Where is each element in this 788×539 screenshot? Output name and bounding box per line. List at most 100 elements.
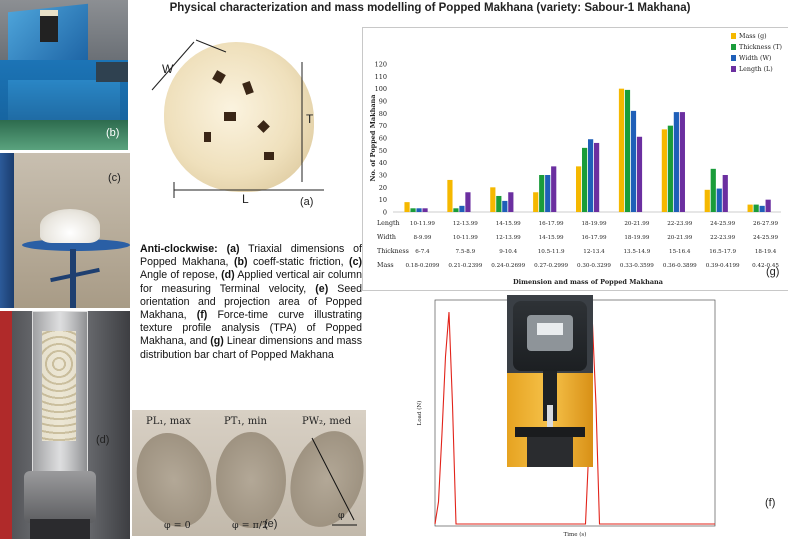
bar-length xyxy=(551,166,557,212)
y-tick-label: 10 xyxy=(379,196,387,204)
y-tick-label: 0 xyxy=(383,209,387,217)
category-label: 14-15.99 xyxy=(539,235,564,241)
bar-mass xyxy=(704,189,710,212)
category-label: 22-23.99 xyxy=(667,221,692,227)
category-label: 16-17.99 xyxy=(581,235,606,241)
category-label: 10.5-11.9 xyxy=(538,249,565,255)
bar-length xyxy=(465,192,471,212)
y-tick-label: 120 xyxy=(375,61,387,69)
category-label: 18-19.99 xyxy=(624,235,649,241)
category-label: 7.5-8.9 xyxy=(455,249,475,255)
figure-title: Physical characterization and mass model… xyxy=(169,2,691,14)
y-tick-label: 40 xyxy=(379,159,387,167)
category-label: 9-10.4 xyxy=(499,249,517,255)
category-label: 0.30-0.3299 xyxy=(577,263,611,269)
bar-mass xyxy=(576,166,582,212)
category-label: 20-21.99 xyxy=(624,221,649,227)
category-label: 24-25.99 xyxy=(753,235,778,241)
bar-chart: 0 10 20 30 40 50 60 70 80 90 100 110 120 No. of Poppe… xyxy=(369,33,782,286)
bar-width xyxy=(588,139,594,212)
row-label: Width xyxy=(377,234,396,241)
category-label: 26-27.99 xyxy=(753,221,778,227)
category-label: 0.24-0.2699 xyxy=(491,263,525,269)
caption-part: (b) coeff-static friction, xyxy=(233,256,350,269)
y-tick-label: 80 xyxy=(379,110,387,118)
bar-width xyxy=(459,205,465,212)
legend-swatch-thickness xyxy=(731,44,736,50)
row-label: Mass xyxy=(377,262,394,269)
caption-part: (c) Angle of repose, xyxy=(140,256,362,282)
bar-mass xyxy=(661,129,667,212)
phi-half-label: φ = π/2 xyxy=(232,520,269,531)
photo-panel-c xyxy=(0,153,130,308)
y-tick-label: 60 xyxy=(379,135,387,143)
phi-label: φ xyxy=(338,510,345,521)
force-time-series-line xyxy=(434,312,715,525)
legend-entry: Mass (g) xyxy=(739,33,767,40)
y-tick-label: 100 xyxy=(375,85,387,93)
bar-thickness xyxy=(582,147,588,212)
dimension-l-label: L xyxy=(242,192,249,206)
category-label: 0.36-0.3899 xyxy=(663,263,697,269)
projection-pt-label: PT₁, min xyxy=(224,416,267,427)
caption-part: (g) Linear dimensions and mass distribut… xyxy=(140,335,362,361)
category-label: 12-13.99 xyxy=(496,235,521,241)
y-axis-label: Load (N) xyxy=(416,401,423,426)
legend-entry: Length (L) xyxy=(739,66,773,73)
category-label: 0.27-0.2999 xyxy=(534,263,568,269)
panel-label-f: (f) xyxy=(765,497,776,509)
projection-pl-label: PL₁, max xyxy=(146,416,191,427)
bar-thickness xyxy=(496,195,502,212)
bar-length xyxy=(679,112,685,212)
bar-mass xyxy=(747,204,753,212)
category-label: 13.5-14.9 xyxy=(623,249,650,255)
bar-mass xyxy=(490,187,496,212)
bar-mass xyxy=(447,179,453,212)
legend-swatch-length xyxy=(731,66,736,72)
bar-length xyxy=(594,142,600,212)
bar-thickness xyxy=(624,89,631,212)
bar-width xyxy=(416,208,422,212)
bar-thickness xyxy=(753,204,759,212)
category-label: 8-9.99 xyxy=(413,235,431,241)
bar-mass xyxy=(533,192,539,212)
legend-swatch-mass xyxy=(731,33,736,39)
bar-length xyxy=(722,175,728,212)
legend-swatch-width xyxy=(731,55,736,61)
phi-zero-label: φ = 0 xyxy=(164,520,191,531)
y-tick-label: 30 xyxy=(379,172,387,180)
category-label: 24-25.99 xyxy=(710,221,735,227)
category-label: 16.5-17.9 xyxy=(709,249,736,255)
bar-width xyxy=(759,205,765,212)
bar-width xyxy=(673,112,679,212)
caption-part: (d) Applied vertical air column for meas… xyxy=(140,269,362,295)
category-label: 20-21.99 xyxy=(667,235,692,241)
panel-label-a: (a) xyxy=(300,196,314,208)
category-label: 6-7.4 xyxy=(415,249,430,255)
category-label: 18-19.99 xyxy=(581,221,606,227)
dimension-w-label: W xyxy=(162,62,174,76)
projection-pw-label: PW₂, med xyxy=(302,416,352,427)
legend-entry: Thickness (T) xyxy=(739,44,782,51)
category-label: 0.18-0.2099 xyxy=(405,263,439,269)
bar-width xyxy=(630,110,637,212)
panel-label-e: (e) xyxy=(264,518,278,530)
category-label: 18-19.4 xyxy=(755,249,777,255)
dimension-t-label: T xyxy=(306,112,314,126)
category-label: 14-15.99 xyxy=(496,221,521,227)
x-axis-label: Dimension and mass of Popped Makhana xyxy=(513,278,664,286)
bar-width xyxy=(716,188,722,212)
caption-lead: Anti-clockwise: xyxy=(140,243,218,255)
photo-panel-d xyxy=(0,311,130,539)
y-tick-label: 70 xyxy=(379,122,387,130)
row-label: Length xyxy=(377,220,400,227)
bar-length xyxy=(508,192,514,212)
y-tick-label: 20 xyxy=(379,184,387,192)
category-label: 0.39-0.4199 xyxy=(706,263,740,269)
y-tick-label: 90 xyxy=(379,98,387,106)
bar-thickness xyxy=(539,175,545,212)
category-label: 0.33-0.3599 xyxy=(620,263,654,269)
photo-panel-a: W T L xyxy=(134,32,334,212)
legend-entry: Width (W) xyxy=(739,55,771,62)
category-label: 12-13.4 xyxy=(583,249,605,255)
